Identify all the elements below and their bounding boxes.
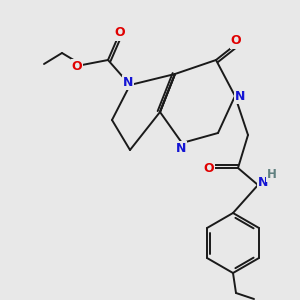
Text: N: N [176,142,186,154]
Text: N: N [123,76,133,88]
Text: O: O [204,161,214,175]
Text: O: O [72,59,82,73]
Text: H: H [267,169,277,182]
Text: O: O [115,26,125,40]
Text: O: O [231,34,241,47]
Text: N: N [235,89,245,103]
Text: N: N [258,176,268,188]
